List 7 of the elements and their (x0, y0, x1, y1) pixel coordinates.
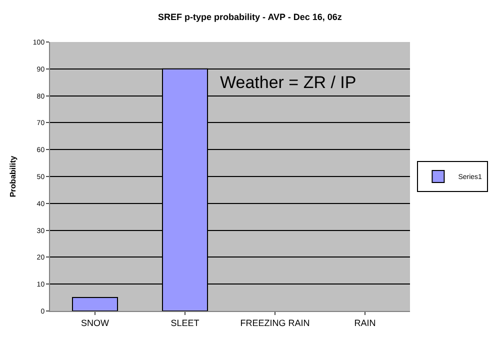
x-tick-label: SLEET (170, 318, 200, 328)
x-tick-label: FREEZING RAIN (240, 318, 310, 328)
x-tick-label: RAIN (354, 318, 376, 328)
annotation: Weather = ZR / IP (220, 73, 356, 92)
x-tick-label: SNOW (81, 318, 110, 328)
y-axis-title: Probability (8, 155, 18, 198)
chart-title: SREF p-type probability - AVP - Dec 16, 06z (158, 12, 342, 22)
